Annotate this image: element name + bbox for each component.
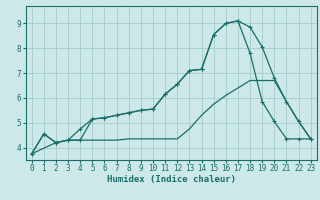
X-axis label: Humidex (Indice chaleur): Humidex (Indice chaleur) <box>107 175 236 184</box>
